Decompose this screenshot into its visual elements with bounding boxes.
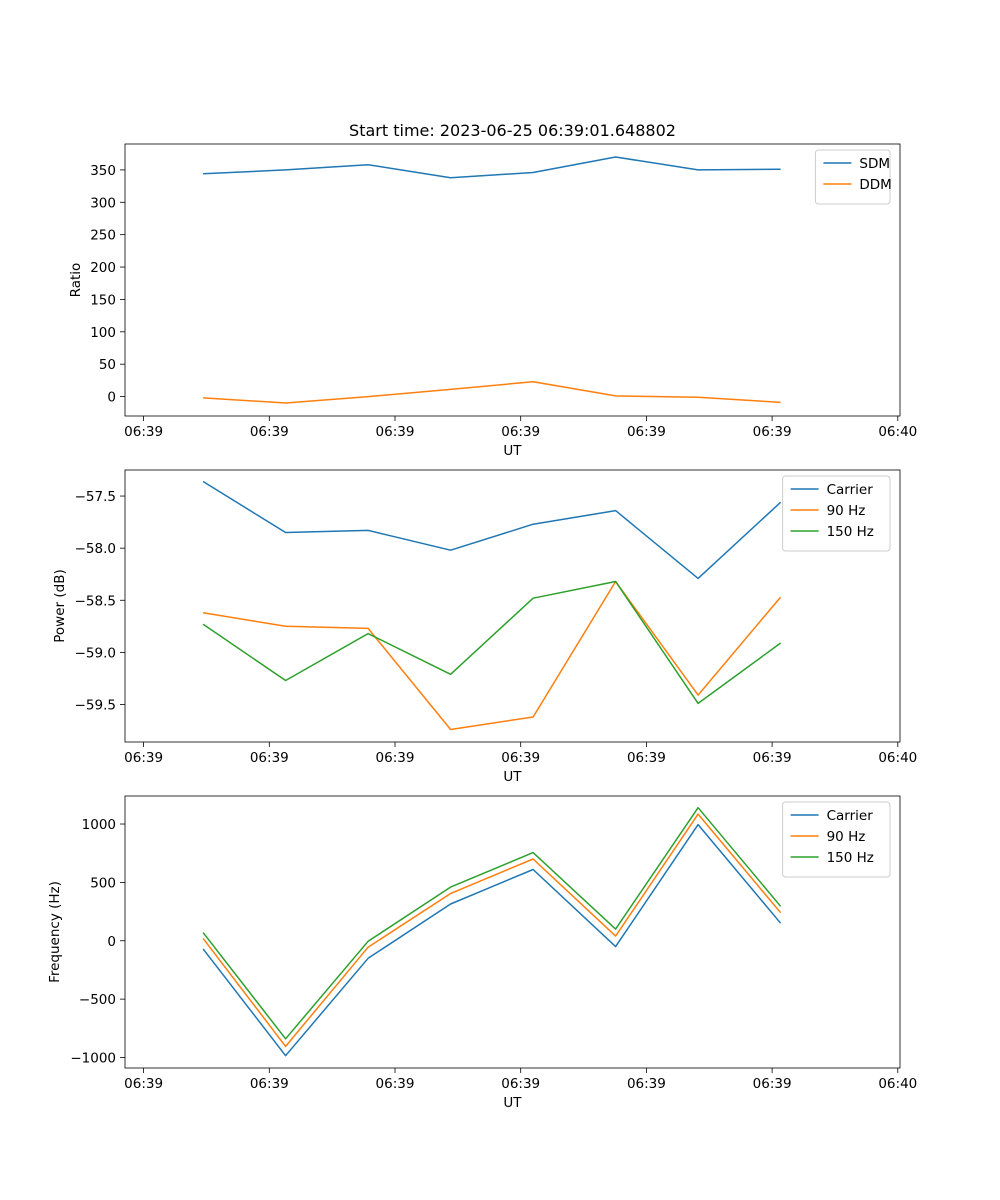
y-tick-label: 350 — [90, 163, 116, 179]
y-axis-label: Ratio — [68, 263, 84, 298]
legend-label: Carrier — [827, 482, 874, 498]
x-axis-label: UT — [503, 1095, 522, 1111]
x-tick-label: 06:39 — [627, 1076, 666, 1092]
y-tick-label: 250 — [90, 228, 116, 244]
series-line-90-hz — [202, 580, 782, 731]
legend-label: 90 Hz — [827, 503, 866, 519]
plot-frame — [124, 795, 901, 1069]
x-tick-label: 06:39 — [124, 1076, 163, 1092]
x-tick-label: 06:39 — [376, 750, 415, 766]
chart-panel-3: 06:39 06:39 06:39 06:39 06:39 06:39 06:40 UT −10… — [47, 795, 917, 1111]
series-line-90-hz — [202, 813, 782, 1048]
x-tick-label: 06:39 — [376, 1076, 415, 1092]
legend-label: 90 Hz — [827, 829, 866, 845]
series-line-sdm — [203, 156, 781, 179]
plot-frame — [124, 469, 901, 743]
x-tick-label: 06:40 — [878, 1076, 917, 1092]
legend-label: Carrier — [827, 808, 874, 824]
y-tick-label: 150 — [90, 292, 116, 308]
y-tick-label: 0 — [107, 934, 116, 950]
x-tick-label: 06:39 — [124, 424, 163, 440]
x-tick-label: 06:39 — [376, 424, 415, 440]
y-tick-label: −57.5 — [75, 489, 116, 505]
x-tick-label: 06:39 — [124, 750, 163, 766]
chart-panel-1: 06:39 06:39 06:39 06:39 06:39 06:39 06:40 UT 0 50… — [68, 143, 917, 459]
x-tick-label: 06:39 — [250, 750, 289, 766]
y-tick-label: −59.0 — [75, 645, 116, 661]
legend: SDM DDM — [814, 149, 892, 205]
chart-panel-2: 06:39 06:39 06:39 06:39 06:39 06:39 06:40 UT −59… — [52, 469, 917, 785]
series-line-150-hz — [202, 806, 782, 1040]
y-tick-label: 1000 — [82, 817, 116, 833]
y-tick-label: 50 — [99, 357, 116, 373]
legend-label: 150 Hz — [827, 850, 874, 866]
x-tick-label: 06:39 — [501, 750, 540, 766]
x-tick-label: 06:40 — [878, 750, 917, 766]
y-tick-label: −59.5 — [75, 697, 116, 713]
series-line-carrier — [202, 480, 782, 580]
x-tick-label: 06:39 — [753, 1076, 792, 1092]
plots: 06:39 06:39 06:39 06:39 06:39 06:39 06:40 UT 0 50… — [47, 143, 917, 1111]
x-tick-label: 06:39 — [250, 1076, 289, 1092]
y-tick-label: −500 — [79, 992, 116, 1008]
y-tick-label: −58.0 — [75, 541, 116, 557]
legend-label: 150 Hz — [827, 524, 874, 540]
series-line-ddm — [203, 380, 781, 404]
legend-label: SDM — [859, 156, 890, 172]
x-axis-label: UT — [503, 769, 522, 785]
y-axis-label: Power (dB) — [52, 569, 68, 642]
x-tick-label: 06:39 — [501, 1076, 540, 1092]
legend: Carrier 90 Hz 150 Hz — [782, 475, 891, 552]
x-tick-label: 06:40 — [878, 424, 917, 440]
y-tick-label: 0 — [107, 390, 116, 406]
x-tick-label: 06:39 — [627, 750, 666, 766]
y-tick-label: 300 — [90, 195, 116, 211]
legend-box — [782, 801, 891, 878]
y-tick-label: 200 — [90, 260, 116, 276]
x-axis-label: UT — [503, 443, 522, 459]
legend: Carrier 90 Hz 150 Hz — [782, 801, 891, 878]
plot-frame — [124, 143, 901, 417]
y-tick-label: −58.5 — [75, 593, 116, 609]
x-tick-label: 06:39 — [753, 424, 792, 440]
legend-label: DDM — [859, 177, 891, 193]
x-tick-label: 06:39 — [501, 424, 540, 440]
legend-box — [782, 475, 891, 552]
y-tick-label: 100 — [90, 325, 116, 341]
y-tick-label: 500 — [90, 875, 116, 891]
chart-title: Start time: 2023-06-25 06:39:01.648802 — [349, 121, 676, 140]
x-tick-label: 06:39 — [753, 750, 792, 766]
y-tick-label: −1000 — [70, 1050, 116, 1066]
series-line-150-hz — [202, 580, 782, 705]
x-tick-label: 06:39 — [627, 424, 666, 440]
series-line-carrier — [202, 823, 782, 1057]
x-tick-label: 06:39 — [250, 424, 289, 440]
y-axis-label: Frequency (Hz) — [47, 881, 63, 983]
